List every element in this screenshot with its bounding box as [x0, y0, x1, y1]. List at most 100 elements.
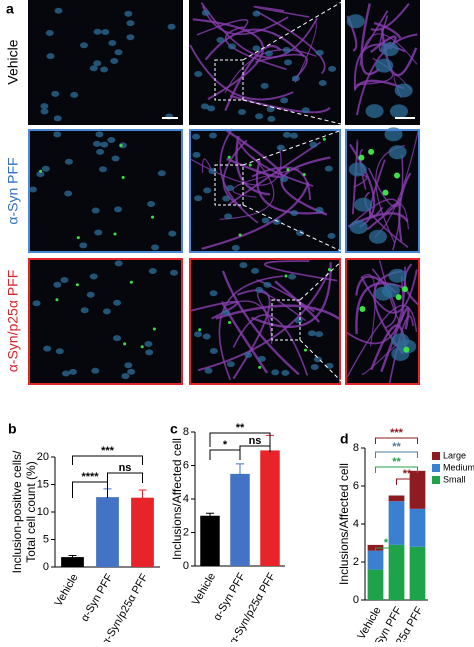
nucleus [281, 369, 290, 376]
neurite [360, 3, 380, 76]
nucleus [313, 356, 322, 363]
neurite [224, 128, 284, 179]
bar-segment [409, 546, 426, 600]
nucleus [46, 53, 55, 60]
nucleus [40, 108, 49, 115]
nucleus [288, 273, 297, 280]
nucleus [282, 47, 291, 54]
y-tick-label: 5 [43, 533, 49, 545]
legend-swatch [432, 452, 440, 460]
neurite [235, 135, 271, 196]
row-label: Vehicle [5, 39, 21, 84]
neurite [369, 159, 386, 219]
nucleus [93, 28, 102, 35]
nucleus [96, 148, 105, 155]
neurite [255, 159, 325, 215]
micrograph [28, 0, 183, 125]
neurite [222, 139, 248, 208]
panel-label: c [170, 421, 178, 437]
error-bar [236, 463, 244, 484]
nucleus [307, 330, 316, 337]
x-tick-label: α-Syn PFF [79, 572, 116, 624]
inclusion [284, 274, 288, 278]
nucleus [145, 349, 154, 356]
nucleus [381, 283, 400, 298]
nucleus [201, 9, 210, 16]
micrograph [189, 129, 341, 253]
inclusion [121, 176, 125, 180]
nucleus [390, 104, 409, 119]
x-tick-label: Vehicle [190, 571, 218, 608]
neurite [229, 94, 331, 114]
significance-label: *** [101, 445, 115, 457]
y-tick-label: 10 [37, 506, 49, 518]
neurite [221, 270, 300, 376]
neurite [197, 272, 330, 372]
panel-border [28, 129, 183, 253]
panel-label: a [6, 1, 14, 17]
zoom-line [299, 339, 346, 386]
neurite [224, 26, 287, 71]
nucleus [43, 345, 52, 352]
inclusion [395, 294, 402, 301]
nucleus [40, 103, 49, 110]
nucleus [237, 108, 246, 115]
nucleus [61, 370, 70, 377]
nucleus [102, 308, 111, 315]
y-tick-label: 15 [37, 478, 49, 490]
nucleus [239, 262, 248, 269]
inclusion [403, 346, 410, 353]
neurite [255, 10, 326, 75]
nucleus [194, 71, 203, 78]
nucleus [110, 58, 119, 65]
nucleus [208, 132, 217, 139]
nucleus [388, 145, 407, 160]
inclusion [119, 144, 123, 148]
nucleus [53, 131, 62, 138]
nucleus [60, 277, 69, 284]
nucleus [251, 267, 260, 274]
nucleus [264, 50, 273, 57]
significance-label: ** [236, 422, 245, 434]
significance-label: ** [403, 468, 412, 480]
nucleus [324, 165, 333, 172]
y-tick-label: 4 [353, 518, 359, 530]
nucleus [272, 218, 281, 225]
zoom-line [242, 99, 346, 126]
panel-border [189, 129, 341, 253]
nucleus [252, 10, 261, 17]
nucleus [207, 105, 216, 112]
panel-label: b [8, 421, 17, 437]
nucleus [107, 136, 116, 143]
zoom-box [214, 59, 244, 101]
neurite [192, 18, 265, 101]
inclusion [302, 172, 306, 176]
inclusion [39, 169, 43, 173]
bar-segment [409, 470, 426, 509]
neurite [204, 28, 305, 61]
legend-swatch [432, 476, 440, 484]
inclusion [113, 232, 117, 236]
inclusion [75, 283, 79, 287]
inclusion [151, 215, 155, 219]
significance-bracket [72, 455, 143, 465]
neurite [373, 21, 402, 39]
nucleus [86, 291, 95, 298]
neurite [215, 304, 340, 320]
nucleus [315, 206, 324, 213]
panel-border [28, 258, 183, 385]
micrograph [28, 129, 183, 253]
nucleus [193, 331, 202, 338]
panel-border [345, 258, 420, 385]
nucleus [68, 368, 77, 375]
significance-bracket [375, 437, 418, 444]
nucleus [327, 232, 336, 239]
neurite [294, 20, 317, 83]
y-tick-label: 0 [183, 560, 189, 572]
nucleus [80, 307, 89, 314]
bar-segment [388, 544, 405, 600]
nucleus [318, 79, 327, 86]
nucleus [255, 113, 264, 120]
significance-label: ns [249, 435, 262, 447]
